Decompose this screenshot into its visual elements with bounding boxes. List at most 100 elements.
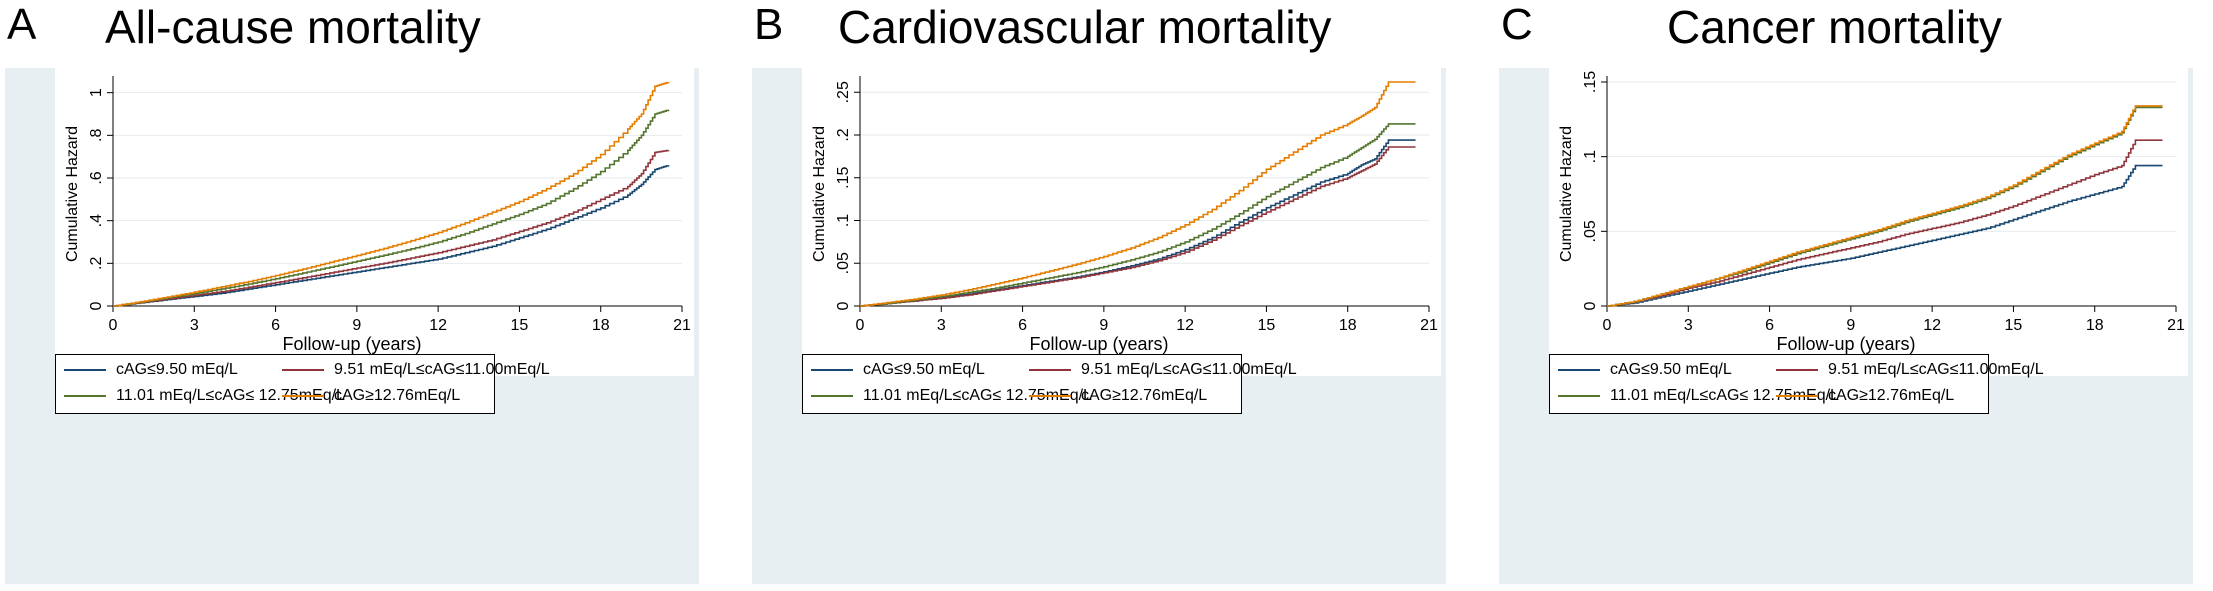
y-tick-label: .8 — [88, 129, 105, 142]
graph-frame: 0.2.4.6.8 1 0 3 6 9 12 15 18 21 Cumulative Hazard … — [5, 68, 699, 584]
y-tick-label: .2 — [835, 128, 852, 141]
legend: cAG≤9.50 mEq/L 9.51 mEq/L≤cAG≤11.00mEq/L… — [802, 354, 1297, 414]
legend-swatch — [1029, 395, 1071, 397]
x-axis-label: Follow-up (years) — [1029, 334, 1169, 354]
panel-title: Cancer mortality — [1667, 1, 2002, 53]
legend-item: 11.01 mEq/L≤cAG≤ 12.75mEq/L — [64, 387, 345, 405]
y-tick-label: .6 — [88, 171, 105, 184]
panel-letter: A — [7, 0, 37, 49]
legend-swatch — [64, 395, 106, 397]
x-tick-label: 21 — [1420, 317, 1438, 334]
legend-item: cAG≤9.50 mEq/L — [811, 361, 985, 379]
legend-label: cAG≤9.50 mEq/L — [1610, 361, 1732, 378]
y-tick-label: .1 — [1582, 150, 1599, 163]
x-tick-label: 15 — [2005, 317, 2023, 334]
legend-item: 9.51 mEq/L≤cAG≤11.00mEq/L — [1029, 361, 1297, 379]
y-tick-label: .05 — [835, 252, 852, 274]
legend-swatch — [282, 369, 324, 371]
chart-svg: 0 .2 .4 .6 .8 1 0 3 6 9 12 15 18 21 Cumulative Hazard — [64, 76, 691, 334]
series-line — [113, 109, 670, 307]
x-tick-label: 6 — [1018, 317, 1027, 334]
panel-title: Cardiovascular mortality — [838, 1, 1332, 53]
x-tick-label: 3 — [937, 317, 946, 334]
legend-item: cAG≤9.50 mEq/L — [64, 361, 238, 379]
y-tick-label: .05 — [1582, 220, 1599, 242]
y-axis-label: Cumulative Hazard — [811, 126, 828, 262]
series-line — [860, 81, 1416, 307]
legend-item: cAG≤9.50 mEq/L — [1558, 361, 1732, 379]
x-tick-label: 3 — [1684, 317, 1693, 334]
x-tick-label: 12 — [1176, 317, 1194, 334]
y-tick-label: 0 — [88, 301, 105, 310]
legend-swatch — [64, 369, 106, 371]
legend-label: cAG≥12.76mEq/L — [1081, 387, 1208, 404]
x-tick-label: 0 — [109, 317, 118, 334]
plot-area: 0 .05 .1 .15 0 3 6 9 12 15 18 21 Cumulative Hazard — [1549, 68, 2188, 376]
legend-item: 11.01 mEq/L≤cAG≤ 12.75mEq/L — [811, 387, 1092, 405]
plot-area: 0 .2 .4 .6 .8 1 0 3 6 9 12 15 18 21 Cumulative Hazard — [55, 68, 694, 376]
series-line — [1607, 105, 2163, 307]
series-line — [113, 165, 670, 307]
legend-item: cAG≥12.76mEq/L — [1776, 387, 1954, 405]
x-tick-label: 21 — [673, 317, 691, 334]
y-tick-label: .4 — [88, 214, 105, 227]
chart-svg: 0 .05 .1 .15 0 3 6 9 12 15 18 21 Cumulative Hazard — [1558, 71, 2185, 334]
x-tick-label: 9 — [1846, 317, 1855, 334]
legend-label: 11.01 mEq/L≤cAG≤ 12.75mEq/L — [1610, 387, 1839, 404]
y-tick-label: .25 — [835, 81, 852, 103]
series-line — [1607, 106, 2163, 307]
legend-label: cAG≤9.50 mEq/L — [863, 361, 985, 378]
x-tick-label: 9 — [1099, 317, 1108, 334]
panel-cardiovascular: B Cardiovascular mortality 0 .05 .1 .15 .2 .2… — [752, 0, 1452, 591]
y-tick-label: .15 — [835, 167, 852, 189]
x-tick-label: 3 — [190, 317, 199, 334]
legend-label: 9.51 mEq/L≤cAG≤11.00mEq/L — [334, 361, 550, 378]
x-tick-label: 15 — [1258, 317, 1276, 334]
x-tick-label: 0 — [1603, 317, 1612, 334]
y-tick-label: .2 — [88, 257, 105, 270]
x-tick-label: 6 — [271, 317, 280, 334]
x-tick-label: 18 — [592, 317, 610, 334]
legend-swatch — [282, 395, 324, 397]
legend-label: cAG≥12.76mEq/L — [334, 387, 461, 404]
legend-swatch — [811, 369, 853, 371]
graph-frame: 0 .05 .1 .15 0 3 6 9 12 15 18 21 Cumulative Hazard F… — [1499, 68, 2193, 584]
series-line — [113, 149, 670, 307]
x-axis-label: Follow-up (years) — [282, 334, 422, 354]
panel-title: All-cause mortality — [105, 1, 481, 53]
panel-cancer: C Cancer mortality 0 .05 .1 .15 0 3 6 9 12 15 18 21… — [1499, 0, 2199, 591]
legend: cAG≤9.50 mEq/L 9.51 mEq/L≤cAG≤11.00mEq/L… — [55, 354, 550, 414]
x-tick-label: 18 — [2086, 317, 2104, 334]
x-tick-label: 9 — [352, 317, 361, 334]
series-line — [860, 123, 1416, 307]
y-tick-label: .15 — [1582, 71, 1599, 93]
y-axis-label: Cumulative Hazard — [1558, 126, 1575, 262]
series-line — [1607, 164, 2163, 307]
x-axis-label: Follow-up (years) — [1776, 334, 1916, 354]
legend-swatch — [1558, 369, 1600, 371]
x-tick-label: 21 — [2167, 317, 2185, 334]
y-axis-label: Cumulative Hazard — [64, 126, 81, 262]
y-tick-label: 1 — [88, 88, 105, 97]
legend-swatch — [1029, 369, 1071, 371]
legend-item: cAG≥12.76mEq/L — [282, 387, 460, 405]
legend-label: cAG≥12.76mEq/L — [1828, 387, 1955, 404]
legend-label: 11.01 mEq/L≤cAG≤ 12.75mEq/L — [116, 387, 345, 404]
x-tick-label: 15 — [511, 317, 529, 334]
panel-letter: C — [1501, 0, 1533, 49]
x-tick-label: 18 — [1339, 317, 1357, 334]
legend-swatch — [811, 395, 853, 397]
y-tick-label: 0 — [835, 301, 852, 310]
legend-label: 9.51 mEq/L≤cAG≤11.00mEq/L — [1828, 361, 2044, 378]
legend-swatch — [1776, 395, 1818, 397]
legend-label: cAG≤9.50 mEq/L — [116, 361, 238, 378]
legend-swatch — [1558, 395, 1600, 397]
plot-area: 0 .05 .1 .15 .2 .25 0 3 6 9 12 15 18 21 Cumulative Haz… — [802, 68, 1441, 376]
y-tick-label: 0 — [1582, 301, 1599, 310]
legend-swatch — [1776, 369, 1818, 371]
legend-label: 9.51 mEq/L≤cAG≤11.00mEq/L — [1081, 361, 1297, 378]
legend-label: 11.01 mEq/L≤cAG≤ 12.75mEq/L — [863, 387, 1092, 404]
series-line — [113, 81, 670, 307]
legend-item: 11.01 mEq/L≤cAG≤ 12.75mEq/L — [1558, 387, 1839, 405]
x-tick-label: 6 — [1765, 317, 1774, 334]
